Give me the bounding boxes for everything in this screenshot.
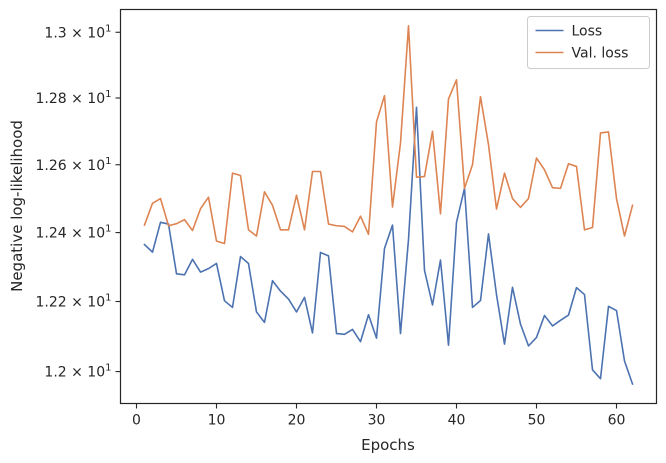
legend-label-1: Val. loss <box>572 46 629 62</box>
plot-frame <box>119 8 658 405</box>
legend-label-0: Loss <box>572 24 603 40</box>
y-tick-label: 1.28 × 101 <box>36 89 112 107</box>
series-line-0 <box>143 106 634 385</box>
legend: Loss Val. loss <box>527 16 650 69</box>
x-tick-label: 40 <box>448 413 466 429</box>
y-tick-label: 1.26 × 101 <box>36 156 112 174</box>
x-axis-label: Epochs <box>361 436 415 454</box>
y-axis: 1.2 × 101 1.22 × 101 1.24 × 101 1.26 × 101 1… <box>36 23 121 381</box>
x-tick-label: 50 <box>528 413 546 429</box>
x-tick-label: 10 <box>208 413 226 429</box>
x-tick-label: 20 <box>288 413 306 429</box>
y-tick-label: 1.24 × 101 <box>36 224 112 242</box>
series-layer <box>143 24 634 385</box>
x-axis: 0 10 20 30 40 50 60 <box>132 403 626 429</box>
x-tick-label: 30 <box>368 413 386 429</box>
x-tick-label: 60 <box>608 413 626 429</box>
x-tick-label: 0 <box>132 413 141 429</box>
y-tick-label: 1.22 × 101 <box>36 293 112 311</box>
series-line-1 <box>143 24 634 245</box>
y-tick-label: 1.2 × 101 <box>44 363 111 381</box>
legend-box <box>527 16 650 69</box>
y-tick-label: 1.3 × 101 <box>44 23 111 41</box>
y-axis-label: Negative log-likelihood <box>8 120 26 292</box>
